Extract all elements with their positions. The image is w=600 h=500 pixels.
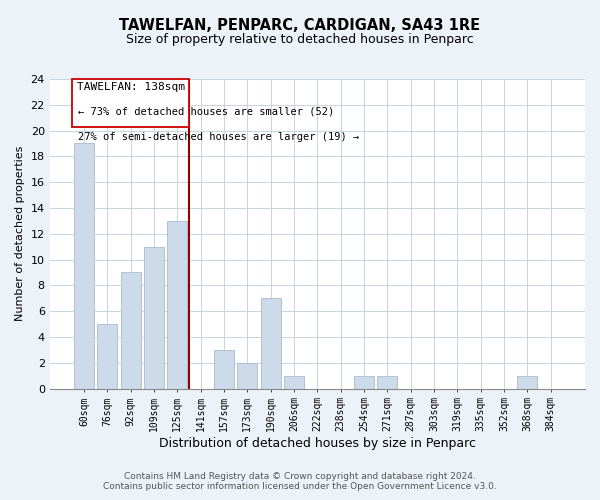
Text: TAWELFAN, PENPARC, CARDIGAN, SA43 1RE: TAWELFAN, PENPARC, CARDIGAN, SA43 1RE bbox=[119, 18, 481, 32]
Bar bbox=[517, 376, 538, 388]
Y-axis label: Number of detached properties: Number of detached properties bbox=[15, 146, 25, 322]
Bar bbox=[167, 221, 187, 388]
Text: TAWELFAN: 138sqm: TAWELFAN: 138sqm bbox=[77, 82, 185, 92]
Bar bbox=[284, 376, 304, 388]
Bar bbox=[144, 246, 164, 388]
Text: Size of property relative to detached houses in Penparc: Size of property relative to detached ho… bbox=[126, 32, 474, 46]
Bar bbox=[238, 363, 257, 388]
Bar bbox=[261, 298, 281, 388]
Bar bbox=[97, 324, 117, 388]
Bar bbox=[377, 376, 397, 388]
Bar bbox=[121, 272, 140, 388]
Bar bbox=[214, 350, 234, 389]
Bar bbox=[74, 144, 94, 388]
Bar bbox=[354, 376, 374, 388]
Text: ← 73% of detached houses are smaller (52): ← 73% of detached houses are smaller (52… bbox=[77, 107, 334, 117]
FancyBboxPatch shape bbox=[72, 79, 189, 126]
Text: Contains HM Land Registry data © Crown copyright and database right 2024.: Contains HM Land Registry data © Crown c… bbox=[124, 472, 476, 481]
X-axis label: Distribution of detached houses by size in Penparc: Distribution of detached houses by size … bbox=[159, 437, 476, 450]
Text: 27% of semi-detached houses are larger (19) →: 27% of semi-detached houses are larger (… bbox=[77, 132, 359, 141]
Text: Contains public sector information licensed under the Open Government Licence v3: Contains public sector information licen… bbox=[103, 482, 497, 491]
